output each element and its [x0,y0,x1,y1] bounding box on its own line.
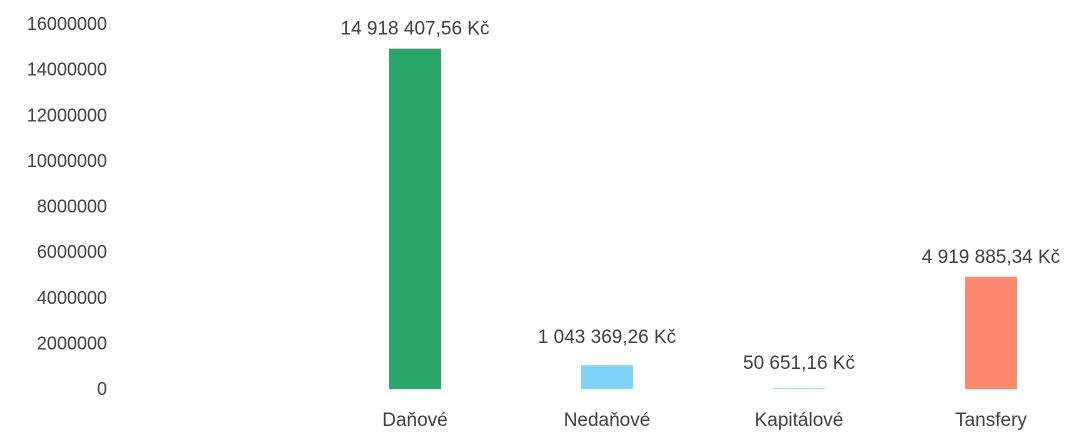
data-label: 1 043 369,26 Kč [538,327,676,348]
bar [773,387,825,389]
bars [389,48,1017,389]
x-axis: Daňové Nedaňové Kapitálové Tansfery [382,410,1027,431]
x-category-label: Kapitálové [755,410,844,431]
y-tick-label: 8000000 [37,197,107,217]
x-category-label: Daňové [382,410,448,431]
data-label: 50 651,16 Kč [743,353,855,374]
y-axis: 0 2000000 4000000 6000000 8000000 10000000 120… [27,14,107,399]
y-tick-label: 0 [97,379,107,399]
y-tick-label: 6000000 [37,242,107,262]
bar [389,48,441,389]
y-tick-label: 4000000 [37,288,107,308]
y-tick-label: 10000000 [27,151,107,171]
y-tick-label: 12000000 [27,105,107,125]
data-label: 14 918 407,56 Kč [341,19,490,40]
y-tick-label: 14000000 [27,60,107,80]
bar [965,276,1017,389]
data-label: 4 919 885,34 Kč [922,247,1060,268]
bar [581,365,633,389]
x-category-label: Tansfery [955,410,1027,431]
x-category-label: Nedaňové [564,410,651,431]
y-tick-label: 16000000 [27,14,107,34]
y-tick-label: 2000000 [37,333,107,353]
data-labels: 14 918 407,56 Kč 1 043 369,26 Kč 50 651,16… [341,19,1061,374]
